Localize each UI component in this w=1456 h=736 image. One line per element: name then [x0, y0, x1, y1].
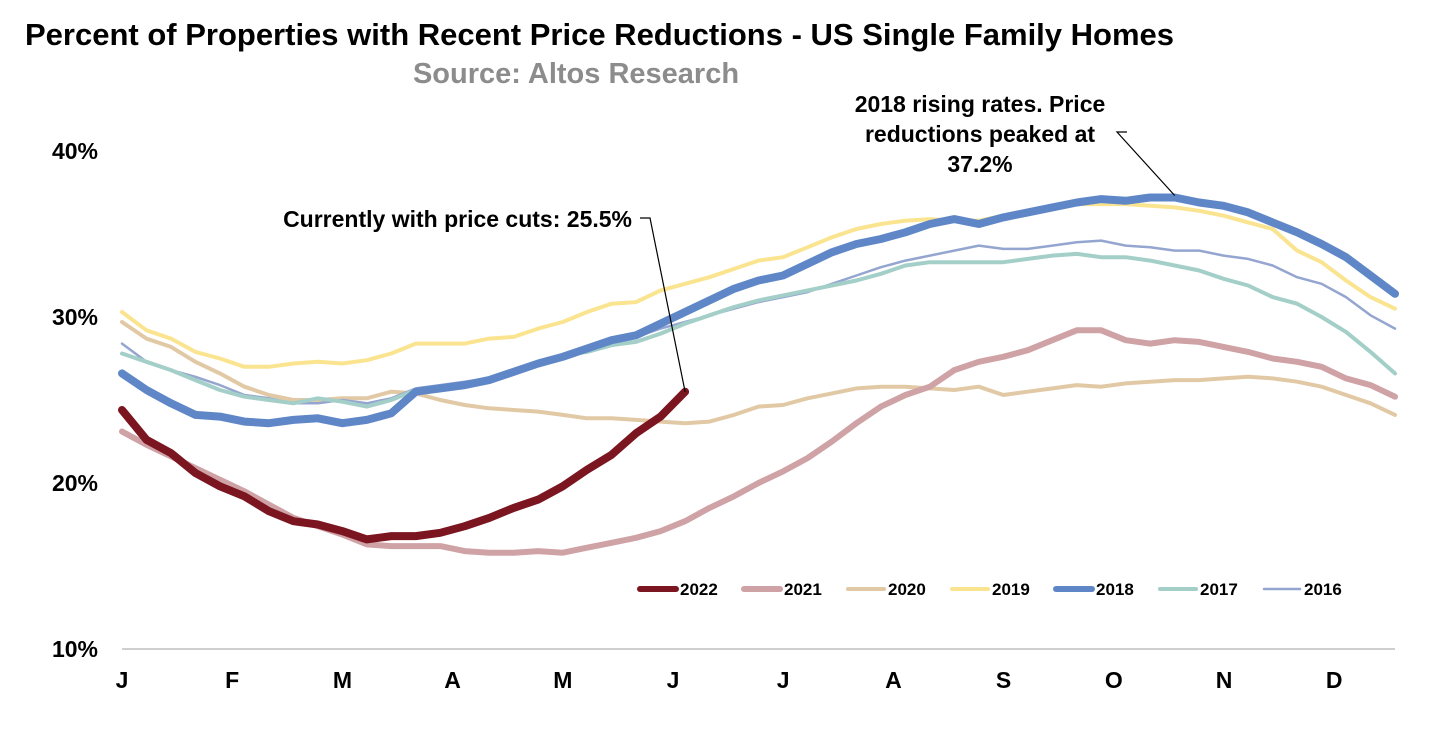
x-tick-label: J — [667, 667, 680, 693]
x-tick-label: N — [1216, 667, 1233, 693]
annotation-2018-line: reductions peaked at — [865, 121, 1095, 147]
x-tick-label: M — [553, 667, 572, 693]
x-tick-label: A — [885, 667, 902, 693]
legend-label-2018: 2018 — [1096, 580, 1134, 599]
y-tick-label: 20% — [52, 470, 98, 496]
x-tick-label: D — [1326, 667, 1343, 693]
x-tick-label: O — [1105, 667, 1123, 693]
annotation-current-leader — [640, 217, 686, 392]
x-tick-label: S — [996, 667, 1011, 693]
chart-subtitle: Source: Altos Research — [413, 58, 739, 90]
series-line-2022 — [118, 387, 690, 544]
legend-label-2020: 2020 — [888, 580, 926, 599]
series-line-2019 — [120, 202, 1397, 369]
y-axis: 40% 30% 20% 10% — [52, 138, 98, 662]
chart-title: Percent of Properties with Recent Price … — [25, 17, 1174, 52]
legend: 2022 2021 2020 2019 2018 2017 2016 — [637, 580, 1342, 599]
x-tick-label: J — [116, 667, 129, 693]
y-tick-label: 40% — [52, 138, 98, 164]
y-tick-label: 30% — [52, 304, 98, 330]
series-line-2017 — [120, 251, 1397, 409]
x-tick-label: M — [333, 667, 352, 693]
annotation-current: Currently with price cuts: 25.5% — [283, 206, 632, 232]
series-line-2018 — [118, 193, 1399, 428]
annotations: Currently with price cuts: 25.5% 2018 ris… — [283, 91, 1176, 392]
legend-label-2016: 2016 — [1304, 580, 1342, 599]
series-line-2020 — [120, 320, 1397, 426]
x-tick-label: F — [225, 667, 239, 693]
series-layer — [118, 193, 1399, 556]
legend-label-2017: 2017 — [1200, 580, 1238, 599]
legend-label-2022: 2022 — [680, 580, 718, 599]
annotation-2018-line: 37.2% — [947, 151, 1012, 177]
x-tick-label: A — [444, 667, 461, 693]
x-tick-label: J — [777, 667, 790, 693]
legend-label-2019: 2019 — [992, 580, 1030, 599]
annotation-2018-line: 2018 rising rates. Price — [855, 91, 1106, 117]
annotation-2018-leader — [1115, 131, 1176, 196]
legend-label-2021: 2021 — [784, 580, 822, 599]
y-tick-label: 10% — [52, 636, 98, 662]
